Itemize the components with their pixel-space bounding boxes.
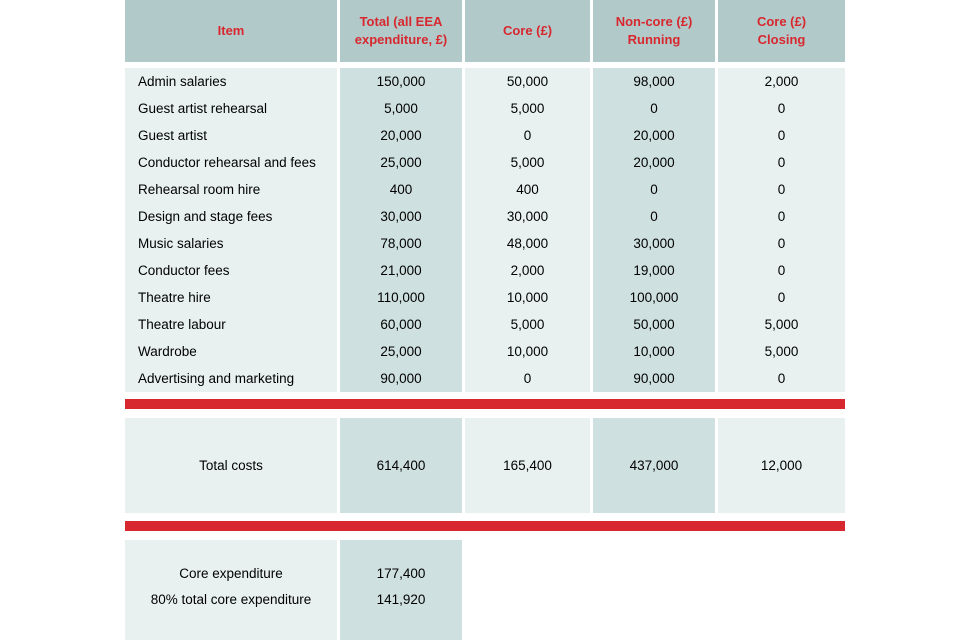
row-value-cell: 0 — [718, 122, 845, 149]
row-item-label: Theatre hire — [125, 284, 337, 311]
row-value-cell: 0 — [465, 365, 590, 392]
row-value-cell: 100,000 — [593, 284, 715, 311]
row-value-cell: 20,000 — [593, 149, 715, 176]
row-value-cell: 2,000 — [718, 68, 845, 95]
row-value-cell: 10,000 — [465, 338, 590, 365]
total-costs-value: 614,400 — [340, 418, 462, 513]
row-value-cell: 25,000 — [340, 338, 462, 365]
expenditure-table: Item Total (all EEA expenditure, £) Core (… — [125, 0, 845, 640]
row-value-cell: 78,000 — [340, 230, 462, 257]
summary-labels-column: Core expenditure 80% total core expendit… — [125, 540, 337, 640]
row-value-cell: 5,000 — [718, 338, 845, 365]
row-value-cell: 20,000 — [340, 122, 462, 149]
summary-section: Core expenditure 80% total core expendit… — [125, 540, 845, 640]
summary-empty-cell — [593, 540, 715, 640]
row-item-label: Admin salaries — [125, 68, 337, 95]
row-value-cell: 5,000 — [465, 149, 590, 176]
table-body: Admin salaries 150,000 50,000 98,000 2,000 Gu… — [125, 68, 845, 392]
row-value-cell: 30,000 — [465, 203, 590, 230]
row-value-cell: 20,000 — [593, 122, 715, 149]
row-value-cell: 0 — [593, 95, 715, 122]
row-item-label: Theatre labour — [125, 311, 337, 338]
row-value-cell: 400 — [465, 176, 590, 203]
row-value-cell: 0 — [593, 203, 715, 230]
column-header-core: Core (£) — [465, 0, 590, 62]
row-item-label: Conductor rehearsal and fees — [125, 149, 337, 176]
summary-label-80pct-core-expenditure: 80% total core expenditure — [150, 592, 312, 607]
row-value-cell: 0 — [718, 257, 845, 284]
summary-value-core-expenditure: 177,400 — [376, 566, 426, 581]
row-value-cell: 5,000 — [465, 95, 590, 122]
row-value-cell: 0 — [593, 176, 715, 203]
summary-empty-cell — [718, 540, 845, 640]
row-value-cell: 50,000 — [465, 68, 590, 95]
row-value-cell: 98,000 — [593, 68, 715, 95]
total-costs-value: 12,000 — [718, 418, 845, 513]
row-value-cell: 25,000 — [340, 149, 462, 176]
column-header-noncore-running: Non-core (£) Running — [593, 0, 715, 62]
row-value-cell: 0 — [718, 230, 845, 257]
total-costs-label: Total costs — [125, 418, 337, 513]
row-value-cell: 90,000 — [340, 365, 462, 392]
row-value-cell: 150,000 — [340, 68, 462, 95]
row-item-label: Wardrobe — [125, 338, 337, 365]
row-value-cell: 10,000 — [465, 284, 590, 311]
row-value-cell: 60,000 — [340, 311, 462, 338]
row-value-cell: 90,000 — [593, 365, 715, 392]
column-header-item: Item — [125, 0, 337, 62]
row-value-cell: 0 — [718, 203, 845, 230]
row-value-cell: 5,000 — [718, 311, 845, 338]
row-value-cell: 5,000 — [465, 311, 590, 338]
red-divider-bar-bottom — [125, 521, 845, 531]
row-value-cell: 0 — [718, 365, 845, 392]
row-value-cell: 0 — [718, 95, 845, 122]
row-value-cell: 0 — [718, 149, 845, 176]
row-item-label: Design and stage fees — [125, 203, 337, 230]
row-value-cell: 21,000 — [340, 257, 462, 284]
row-value-cell: 10,000 — [593, 338, 715, 365]
row-value-cell: 0 — [718, 176, 845, 203]
row-value-cell: 2,000 — [465, 257, 590, 284]
row-value-cell: 30,000 — [340, 203, 462, 230]
row-value-cell: 48,000 — [465, 230, 590, 257]
red-divider-bar-top — [125, 399, 845, 409]
row-item-label: Guest artist rehearsal — [125, 95, 337, 122]
row-value-cell: 0 — [465, 122, 590, 149]
row-value-cell: 400 — [340, 176, 462, 203]
summary-values-column: 177,400 141,920 — [340, 540, 462, 640]
row-item-label: Guest artist — [125, 122, 337, 149]
column-header-core-closing: Core (£) Closing — [718, 0, 845, 62]
row-item-label: Conductor fees — [125, 257, 337, 284]
summary-label-core-expenditure: Core expenditure — [179, 566, 283, 581]
row-value-cell: 30,000 — [593, 230, 715, 257]
row-item-label: Advertising and marketing — [125, 365, 337, 392]
total-costs-value: 437,000 — [593, 418, 715, 513]
row-item-label: Music salaries — [125, 230, 337, 257]
total-costs-row: Total costs 614,400 165,400 437,000 12,000 — [125, 418, 845, 513]
row-value-cell: 19,000 — [593, 257, 715, 284]
column-header-total-eea: Total (all EEA expenditure, £) — [340, 0, 462, 62]
summary-empty-cell — [465, 540, 590, 640]
summary-value-80pct-core-expenditure: 141,920 — [376, 592, 426, 607]
total-costs-value: 165,400 — [465, 418, 590, 513]
table-header-row: Item Total (all EEA expenditure, £) Core (… — [125, 0, 845, 62]
row-item-label: Rehearsal room hire — [125, 176, 337, 203]
row-value-cell: 0 — [718, 284, 845, 311]
row-value-cell: 5,000 — [340, 95, 462, 122]
row-value-cell: 110,000 — [340, 284, 462, 311]
row-value-cell: 50,000 — [593, 311, 715, 338]
